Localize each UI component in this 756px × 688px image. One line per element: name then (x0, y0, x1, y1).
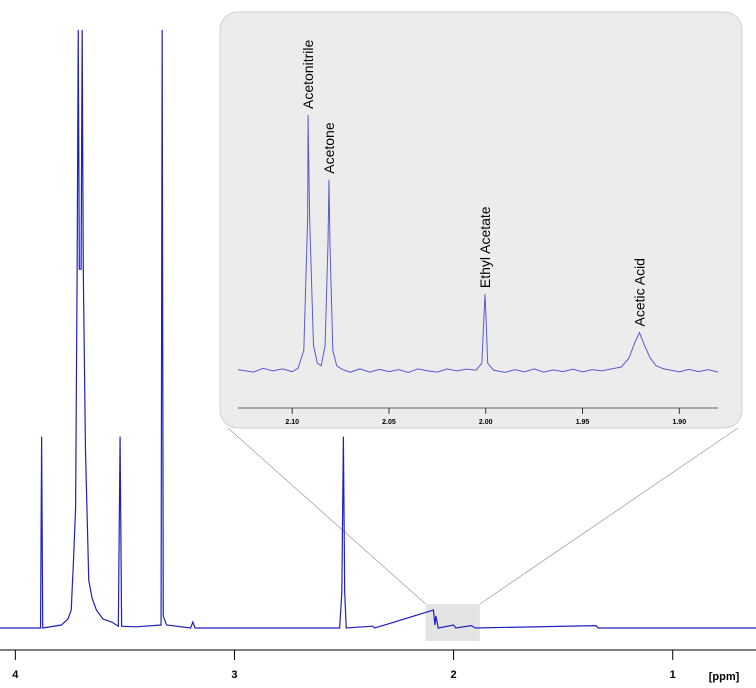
inset-x-tick-label: 2.10 (285, 419, 299, 426)
peak-label: Acetone (321, 122, 337, 174)
inset-x-tick-label: 2.05 (382, 419, 396, 426)
inset-x-tick-label: 1.90 (672, 419, 686, 426)
spectrum-line (237, 114, 719, 373)
zoom-connector (227, 427, 426, 605)
peak-annotation: Acetic Acid (631, 258, 647, 326)
peak-annotation: Acetone (321, 122, 337, 174)
inset-panel (219, 11, 743, 429)
zoom-connector (479, 427, 739, 605)
spectrum-line (0, 29, 756, 629)
x-tick-label: 1 (670, 669, 676, 681)
inset-x-tick-label: 1.95 (576, 419, 590, 426)
x-tick-label: 2 (451, 669, 457, 681)
peak-annotation: Ethyl Acetate (477, 206, 493, 288)
x-axis-label: [ppm] (709, 671, 740, 683)
peak-label: Acetic Acid (631, 258, 647, 326)
x-tick-label: 4 (12, 669, 19, 681)
x-tick-label: 3 (231, 669, 237, 681)
peak-label: Ethyl Acetate (477, 206, 493, 288)
peak-label: Acetonitrile (300, 40, 316, 109)
peak-annotation: Acetonitrile (300, 40, 316, 109)
inset-x-tick-label: 2.00 (479, 419, 493, 426)
